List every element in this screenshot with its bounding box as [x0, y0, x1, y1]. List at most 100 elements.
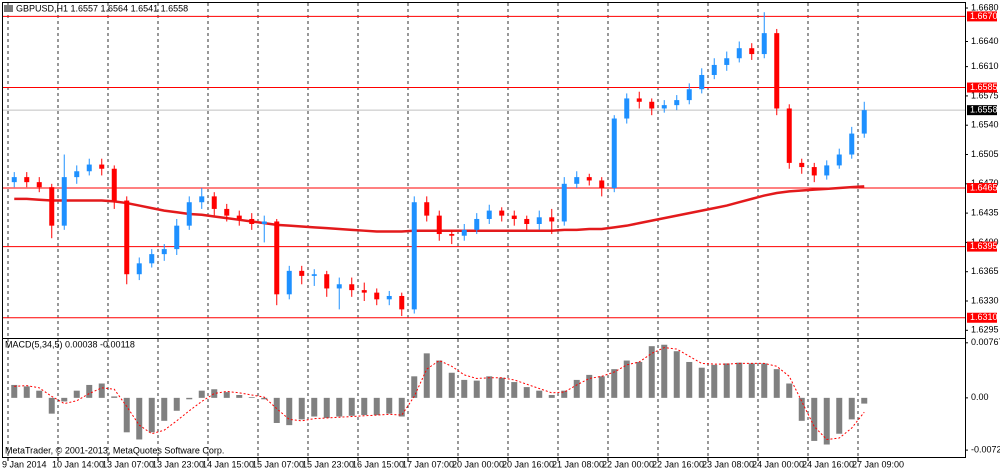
histogram-bar [348, 397, 355, 416]
candle-body [524, 218, 530, 224]
histogram-bar [423, 353, 430, 398]
candle-body [24, 177, 30, 183]
candle-body [224, 208, 230, 216]
candle-body [274, 221, 280, 295]
candle-body [724, 58, 730, 65]
candle-body [486, 210, 492, 219]
y-tick-label: 1.6610 [971, 61, 999, 71]
candle-body [99, 164, 105, 169]
candle-body [649, 101, 655, 109]
histogram-bar [686, 361, 693, 398]
candle-body [49, 187, 55, 226]
candle-body [761, 33, 767, 55]
candle-body [124, 200, 130, 275]
current-price-label: 1.6558 [970, 105, 998, 115]
chart-title: GBPUSD,H1 1.6557 1.6564 1.6541 1.6558 [16, 3, 188, 13]
histogram-bar [673, 351, 680, 398]
histogram-bar [661, 344, 668, 398]
x-tick-label: 15 Jan 23:00 [302, 459, 354, 469]
histogram-bar [586, 374, 593, 398]
histogram-bar [236, 394, 243, 398]
histogram-bar [411, 376, 418, 398]
candle-body [311, 274, 317, 276]
candle-body [136, 263, 142, 275]
histogram-bar [373, 397, 380, 416]
histogram-bar [61, 397, 68, 402]
candle-body [674, 100, 680, 106]
histogram-bar [73, 390, 80, 398]
x-tick-label: 21 Jan 08:00 [552, 459, 604, 469]
y-tick-label: 0.00 [971, 392, 989, 402]
candle-body [611, 118, 617, 188]
histogram-bar [123, 397, 130, 433]
level-label: 1.6585 [970, 82, 998, 92]
histogram-bar [23, 386, 30, 398]
candle-body [261, 221, 267, 224]
histogram-bar [611, 369, 618, 398]
histogram-bar [461, 379, 468, 398]
level-label-box [967, 82, 997, 93]
x-tick-label: 17 Jan 07:00 [402, 459, 454, 469]
candle-body [149, 254, 155, 264]
candle-body [174, 225, 180, 250]
candle-body [811, 167, 817, 176]
candle-body [636, 98, 642, 102]
y-tick-label: 1.6505 [971, 149, 999, 159]
candle-body [586, 177, 592, 181]
candle-body [74, 171, 80, 178]
x-tick-label: 22 Jan 00:00 [602, 459, 654, 469]
x-tick-label: 13 Jan 23:00 [152, 459, 204, 469]
candle-body [599, 180, 605, 188]
histogram-bar [598, 376, 605, 398]
x-tick-label: 27 Jan 09:00 [852, 459, 904, 469]
histogram-bar [861, 397, 868, 404]
candle-body [799, 162, 805, 168]
candle-body [786, 108, 792, 163]
histogram-bar [498, 377, 505, 398]
y-tick-label: 1.6330 [971, 295, 999, 305]
histogram-bar [473, 380, 480, 398]
y-tick-label: 1.6640 [971, 36, 999, 46]
histogram-bar [361, 397, 368, 416]
x-tick-label: 9 Jan 2014 [2, 459, 47, 469]
x-tick-label: 10 Jan 14:00 [52, 459, 104, 469]
candle-body [511, 215, 517, 219]
candle-body [349, 284, 355, 291]
histogram-bar [273, 397, 280, 423]
x-tick-label: 14 Jan 15:00 [202, 459, 254, 469]
y-tick-label: 1.6680 [971, 2, 999, 12]
candle-body [324, 274, 330, 289]
candle-body [774, 33, 780, 109]
candle-body [11, 177, 17, 183]
candle-body [749, 48, 755, 55]
x-tick-label: 13 Jan 07:00 [102, 459, 154, 469]
candle-body [186, 202, 192, 226]
candle-body [624, 98, 630, 119]
candle-body [549, 217, 555, 222]
histogram-bar [136, 397, 143, 440]
histogram-bar [248, 397, 255, 398]
candle-body [36, 182, 42, 188]
histogram-bar [323, 397, 330, 418]
candle-body [236, 215, 242, 219]
histogram-bar [623, 360, 630, 398]
x-tick-label: 16 Jan 15:00 [352, 459, 404, 469]
histogram-bar [536, 390, 543, 398]
histogram-bar [761, 363, 768, 398]
x-tick-label: 23 Jan 08:00 [702, 459, 754, 469]
histogram-bar [173, 397, 180, 411]
candle-body [711, 64, 717, 75]
candle-body [361, 290, 367, 293]
candle-body [411, 202, 417, 310]
candle-body [386, 295, 392, 300]
candle-body [111, 168, 117, 201]
candle-body [686, 89, 692, 101]
histogram-bar [836, 397, 843, 434]
level-label: 1.6310 [970, 312, 998, 322]
candle-body [161, 249, 167, 255]
histogram-bar [98, 383, 105, 398]
histogram-bar [48, 397, 55, 414]
candle-body [211, 196, 217, 209]
histogram-bar [636, 361, 643, 398]
